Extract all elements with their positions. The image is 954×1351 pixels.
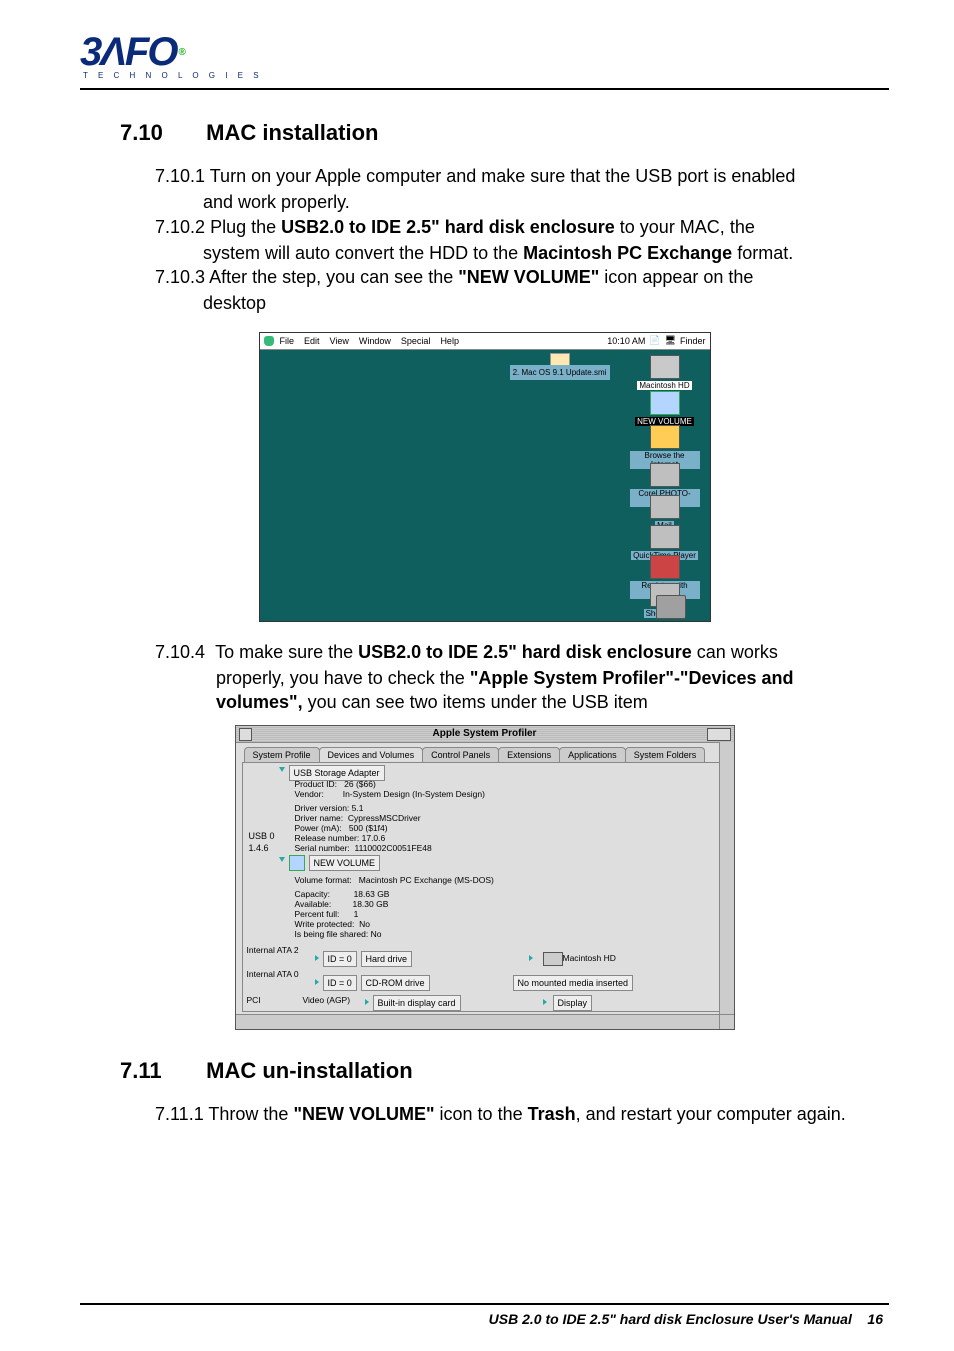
- step-7-11-1: 7.11.1 Throw the "NEW VOLUME" icon to th…: [155, 1102, 889, 1127]
- menubar-app: Finder: [680, 336, 706, 346]
- apple-icon: [264, 336, 274, 346]
- disclosure-icon: [315, 955, 319, 961]
- header-rule: [80, 88, 889, 90]
- step-7-10-1: 7.10.1 Turn on your Apple computer and m…: [155, 164, 889, 188]
- desktop-icon-new-volume: NEW VOLUME: [630, 391, 700, 426]
- logo-subtext: T E C H N O L O G I E S: [83, 71, 263, 80]
- new-volume-row: NEW VOLUME: [289, 855, 381, 872]
- menubar-item: Edit: [304, 336, 320, 346]
- step-7-10-3-cont: desktop: [203, 291, 889, 315]
- step-7-10-3: 7.10.3 After the step, you can see the "…: [155, 265, 889, 289]
- disclosure-icon: [315, 979, 319, 985]
- tab-system-profile: System Profile: [244, 747, 320, 762]
- system-profiler-screenshot: Apple System Profiler System ProfileDevi…: [235, 725, 735, 1030]
- step-7-10-4-cont2: volumes", you can see two items under th…: [216, 690, 889, 714]
- usb-bus-label: USB 0: [249, 831, 275, 841]
- page-footer: USB 2.0 to IDE 2.5" hard disk Enclosure …: [80, 1311, 889, 1327]
- step-7-10-4: 7.10.4 To make sure the USB2.0 to IDE 2.…: [155, 640, 889, 664]
- tabs: System ProfileDevices and VolumesControl…: [244, 747, 734, 762]
- logo: 3ΛFO ® T E C H N O L O G I E S: [80, 30, 263, 80]
- section-number: 7.10: [120, 120, 200, 146]
- step-7-10-4-cont1: properly, you have to check the "Apple S…: [216, 666, 889, 690]
- devices-panel: USB 0 1.4.6 USB Storage Adapter Product …: [242, 762, 728, 1012]
- ata0-label: Internal ATA 0: [247, 969, 299, 979]
- logo-text: 3ΛFO: [80, 30, 176, 75]
- disclosure-icon: [365, 999, 369, 1005]
- resize-icon: [719, 1014, 734, 1029]
- pci-label: PCI: [247, 995, 261, 1005]
- menubar-time: 10:10 AM: [607, 336, 645, 346]
- tab-applications: Applications: [559, 747, 626, 762]
- tab-extensions: Extensions: [498, 747, 560, 762]
- menubar-item: File: [280, 336, 295, 346]
- registered-icon: ®: [178, 47, 183, 58]
- usb-speed-label: 1.4.6: [249, 843, 269, 853]
- section-title: MAC un-installation: [206, 1058, 413, 1083]
- mac-desktop-screenshot: FileEditViewWindowSpecialHelp 10:10 AM 📄…: [259, 332, 711, 622]
- step-7-10-2: 7.10.2 Plug the USB2.0 to IDE 2.5" hard …: [155, 215, 889, 239]
- menubar-item: Window: [359, 336, 391, 346]
- step-7-10-2-cont: system will auto convert the HDD to the …: [203, 241, 889, 265]
- page-header: 3ΛFO ® T E C H N O L O G I E S: [80, 30, 889, 80]
- scrollbar-horizontal: [236, 1014, 720, 1029]
- step-7-10-1-cont: and work properly.: [203, 190, 889, 214]
- alias-file-label: 2. Mac OS 9.1 Update.smi: [510, 365, 610, 380]
- menubar-item: Special: [401, 336, 431, 346]
- section-7-10-heading: 7.10 MAC installation: [120, 120, 889, 146]
- desktop-icon-trash: Trash: [636, 595, 706, 622]
- section-number: 7.11: [120, 1058, 200, 1084]
- volume-icon: [289, 855, 305, 871]
- disclosure-icon: [279, 857, 285, 865]
- menubar-item: View: [330, 336, 349, 346]
- desktop-icon-macintosh-hd: Macintosh HD: [630, 355, 700, 390]
- menubar: FileEditViewWindowSpecialHelp 10:10 AM 📄…: [260, 333, 710, 350]
- zoom-icon: [707, 728, 731, 741]
- disclosure-icon: [543, 999, 547, 1005]
- disclosure-icon: [279, 767, 285, 775]
- scrollbar-vertical: [719, 742, 734, 1015]
- tab-devices-and-volumes: Devices and Volumes: [319, 747, 424, 762]
- window-titlebar: Apple System Profiler: [236, 726, 734, 743]
- hard-drive-icon: [543, 952, 563, 966]
- close-icon: [239, 728, 252, 741]
- menubar-item: Help: [440, 336, 459, 346]
- disclosure-icon: [529, 955, 533, 961]
- section-title: MAC installation: [206, 120, 378, 145]
- tab-control-panels: Control Panels: [422, 747, 499, 762]
- ata2-label: Internal ATA 2: [247, 945, 299, 955]
- tab-system-folders: System Folders: [625, 747, 706, 762]
- section-7-11-heading: 7.11 MAC un-installation: [120, 1058, 889, 1084]
- footer-rule: [80, 1303, 889, 1305]
